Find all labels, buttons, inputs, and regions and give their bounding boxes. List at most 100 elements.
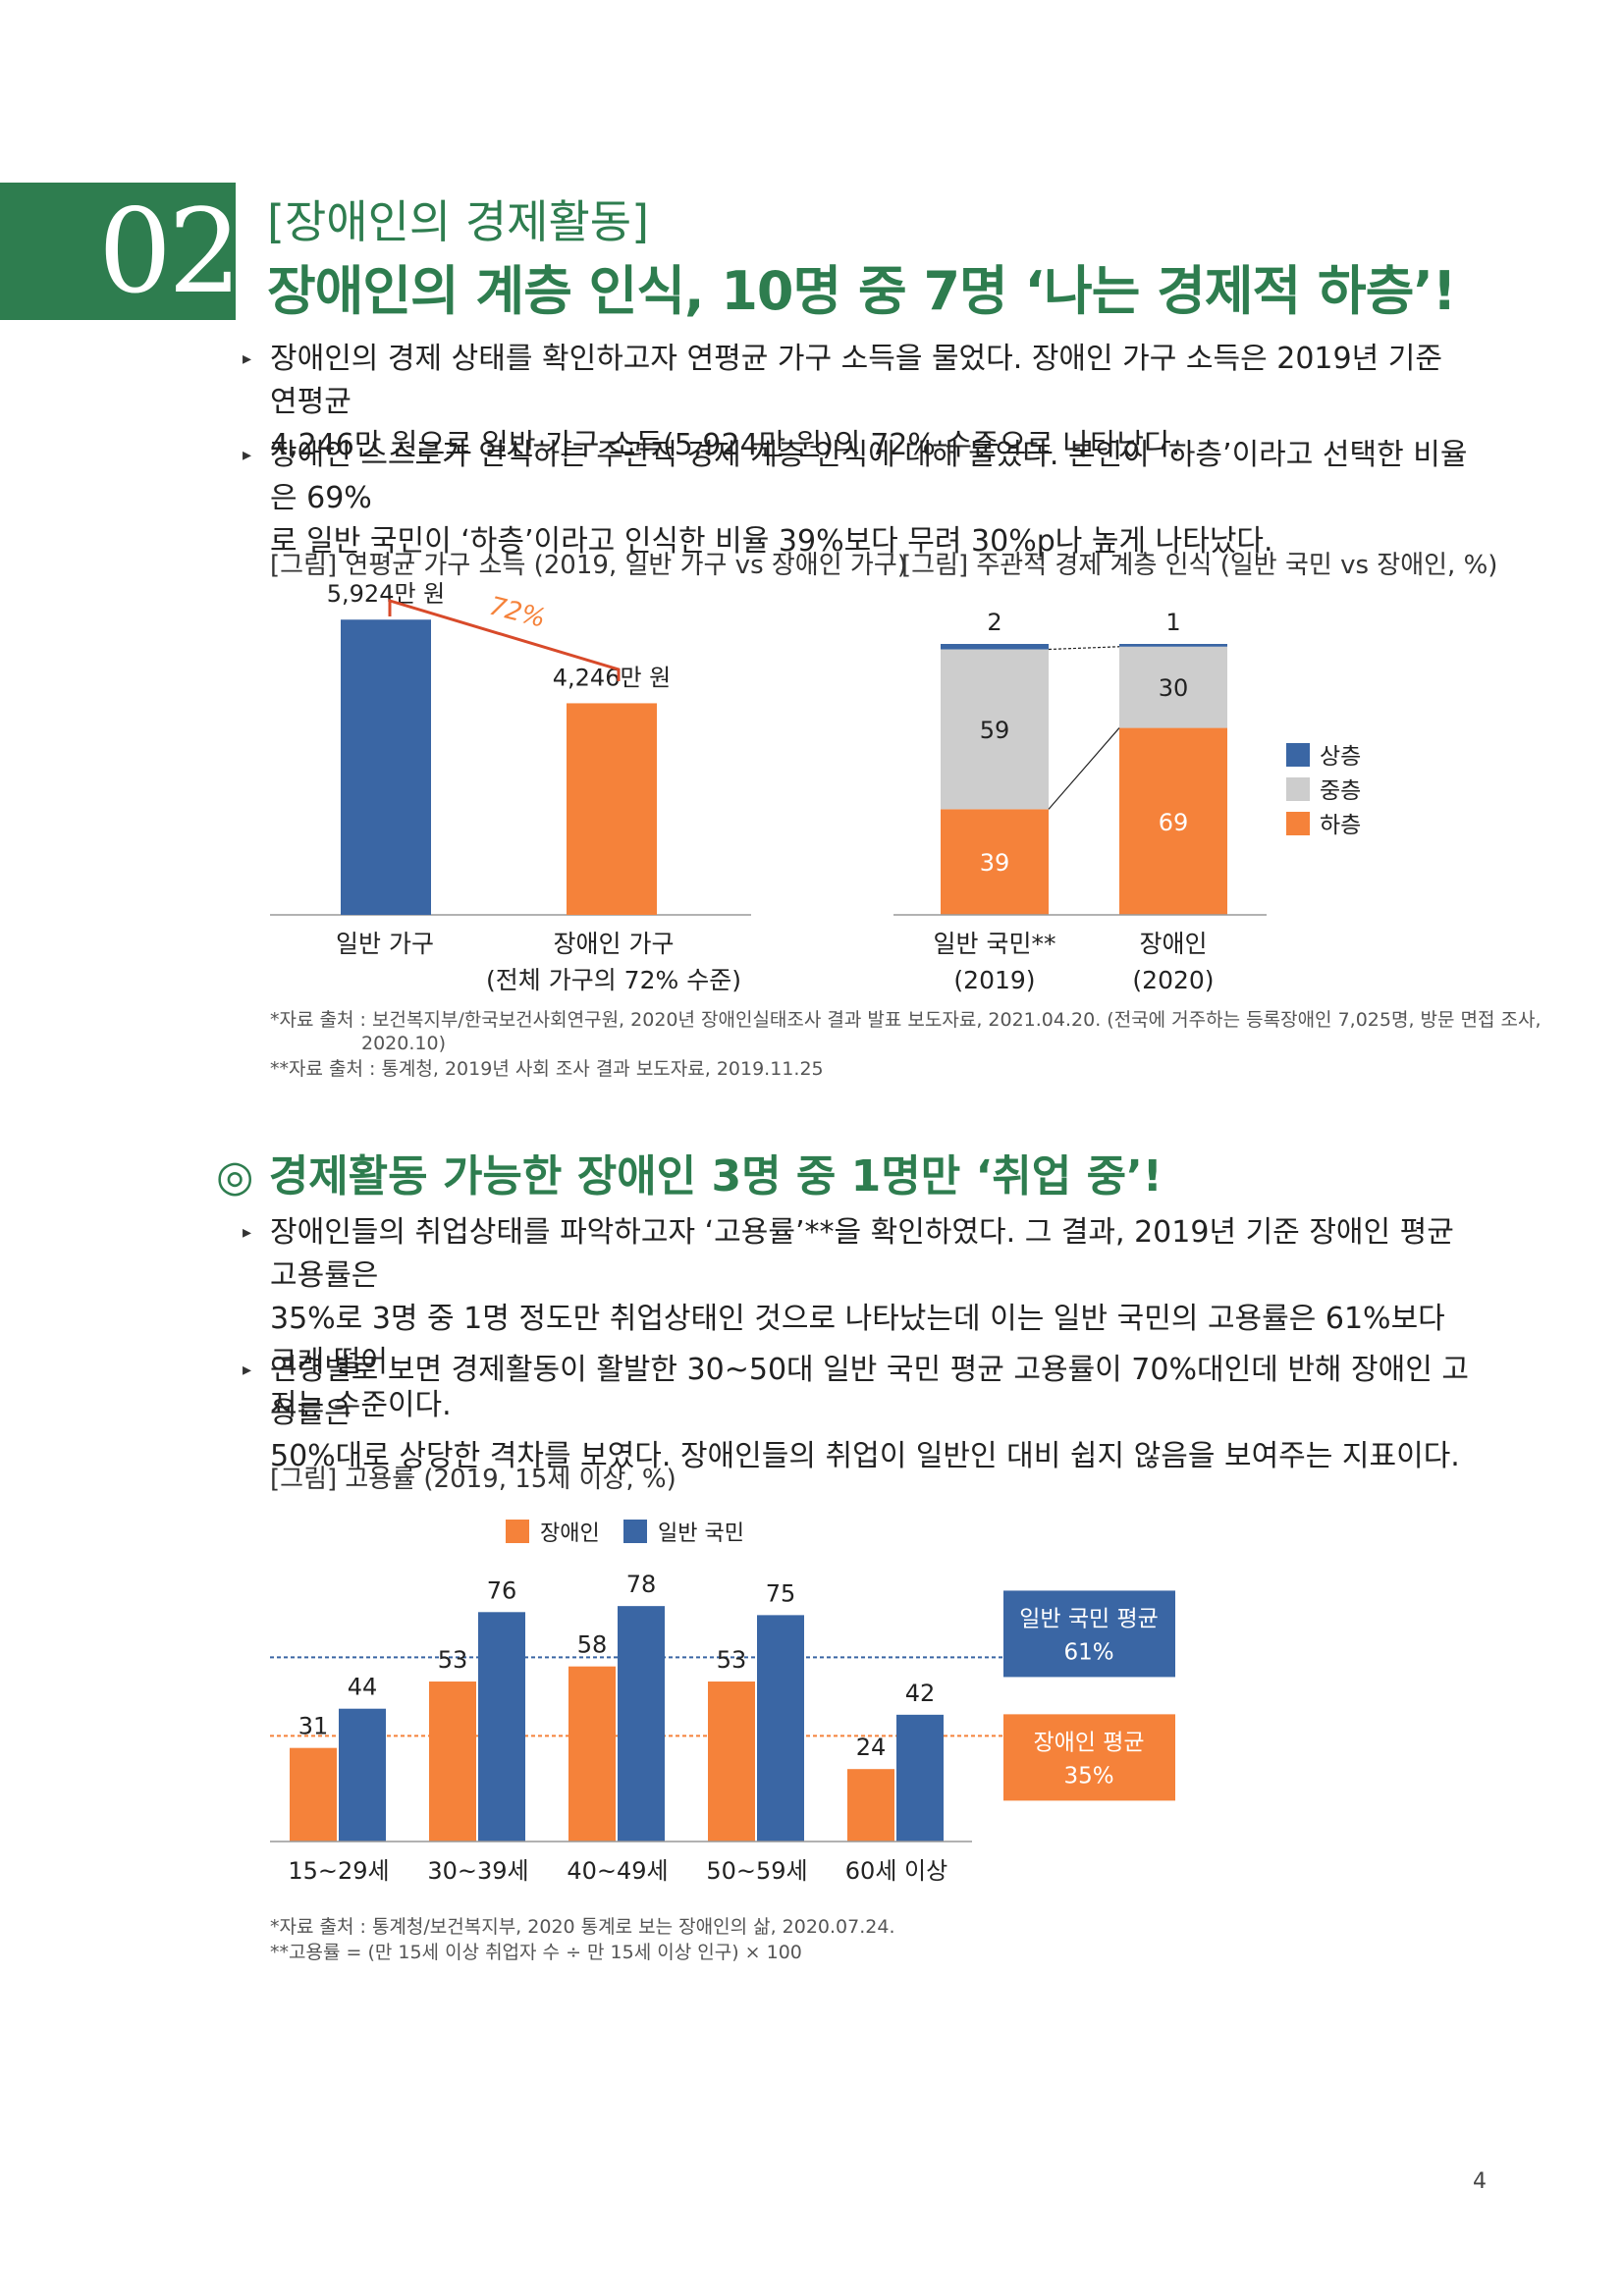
bullet-icon: ▸ (243, 1222, 252, 1243)
stack-segment (1119, 644, 1227, 647)
employment-bar (290, 1747, 337, 1842)
stack-segment (941, 809, 1049, 915)
legend-swatch-middle (1286, 777, 1310, 801)
legend-label-upper: 상층 (1320, 744, 1361, 770)
employment-value-label: 24 (856, 1734, 887, 1761)
figure-caption-class: [그림] 주관적 경제 계층 인식 (일반 국민 vs 장애인, %) (901, 551, 1498, 580)
paragraph-line: 장애인의 경제 상태를 확인하고자 연평균 가구 소득을 물었다. 장애인 가구… (270, 342, 1442, 419)
class-category-general: 일반 국민** (934, 930, 1056, 958)
stack-value-label: 69 (1159, 809, 1189, 836)
ratio-bracket (388, 598, 621, 681)
ratio-label: 72% (486, 592, 548, 634)
class-category-general-year: (2019) (953, 966, 1035, 994)
stack-value-label: 59 (980, 717, 1010, 744)
legend-label-general: 일반 국민 (658, 1522, 744, 1546)
paragraph-line: 장애인 스스로가 인식하는 주관적 경제 계층 인식에 대해 물었다. 본인이 … (270, 438, 1468, 515)
legend-label-disabled: 장애인 (540, 1522, 600, 1546)
stack-segment (1119, 646, 1227, 728)
bullet-icon: ▸ (243, 1360, 252, 1380)
reference-box-general (1003, 1590, 1175, 1678)
employment-category-label: 15~29세 (288, 1857, 389, 1885)
employment-value-label: 53 (438, 1646, 468, 1674)
legend-swatch-lower (1286, 812, 1310, 835)
reference-label-general: 일반 국민 평균 (1019, 1606, 1159, 1631)
legend-swatch-upper (1286, 743, 1310, 767)
source-note: 2020.10) (361, 1033, 446, 1054)
legend-label-lower: 하층 (1320, 813, 1361, 838)
income-bar-general (341, 619, 431, 915)
section-number: 02 (98, 184, 242, 319)
stack-value-label: 30 (1159, 674, 1189, 702)
employment-value-label: 75 (766, 1579, 796, 1607)
employment-value-label: 31 (298, 1713, 329, 1740)
employment-category-label: 40~49세 (567, 1857, 668, 1885)
paragraph-income: ▸ 장애인의 경제 상태를 확인하고자 연평균 가구 소득을 물었다. 장애인 … (243, 338, 1478, 467)
paragraph-line: 지는 수준이다. (270, 1388, 452, 1422)
employment-value-label: 58 (577, 1631, 608, 1659)
employment-bar (757, 1615, 804, 1842)
source-note: *자료 출처 : 통계청/보건복지부, 2020 통계로 보는 장애인의 삶, … (270, 1916, 895, 1938)
employment-chart: 장애인 일반 국민 31 44 15~29세 53 76 30~39세 58 78 40~49세… (270, 1520, 1175, 1885)
reference-label-disabled: 장애인 평균 (1033, 1730, 1144, 1755)
legend-label-middle: 중층 (1320, 778, 1361, 804)
income-chart: 5,924만 원 4,246만 원 72% 일반 가구 장애인 가구 (전체 가… (270, 580, 751, 994)
employment-category-label: 30~39세 (427, 1857, 528, 1885)
paragraph-line: 장애인들의 취업상태를 파악하고자 ‘고용률’**을 확인하였다. 그 결과, … (270, 1215, 1454, 1293)
paragraph-line: 연령별로 보면 경제활동이 활발한 30~50대 일반 국민 평균 고용률이 7… (270, 1353, 1469, 1430)
stack-segment (1119, 727, 1227, 915)
section-heading: ◎ 경제활동 가능한 장애인 3명 중 1명만 ‘취업 중’! (216, 1151, 1163, 1201)
employment-bar (847, 1769, 894, 1842)
employment-value-label: 42 (905, 1680, 936, 1707)
employment-bar (568, 1666, 616, 1842)
employment-value-label: 76 (487, 1576, 517, 1604)
paragraph-line: 50%대로 상당한 격차를 보였다. 장애인들의 취업이 일반인 대비 쉽지 않… (270, 1439, 1460, 1473)
employment-category-label: 50~59세 (706, 1857, 807, 1885)
legend-swatch-disabled (506, 1520, 529, 1543)
employment-bar (478, 1612, 525, 1842)
employment-bar (618, 1606, 665, 1842)
paragraph-line: 35%로 3명 중 1명 정도만 취업상태인 것으로 나타났는데 이는 일반 국… (270, 1302, 1445, 1379)
stack-connector-top (1048, 646, 1120, 651)
bullet-icon: ▸ (243, 348, 252, 369)
page-number: 4 (1473, 2169, 1487, 2194)
legend-swatch-general (623, 1520, 647, 1543)
income-category-disabled: 장애인 가구 (554, 930, 675, 958)
income-category-sublabel: (전체 가구의 72% 수준) (486, 966, 741, 994)
reference-box-disabled (1003, 1714, 1175, 1801)
stack-value-label: 39 (980, 849, 1010, 877)
stack-segment (941, 644, 1049, 650)
page-title: 장애인의 계층 인식, 10명 중 7명 ‘나는 경제적 하층’! (267, 260, 1457, 322)
paragraph-age-employment: ▸ 연령별로 보면 경제활동이 활발한 30~50대 일반 국민 평균 고용률이… (243, 1349, 1478, 1478)
paragraph-class-perception: ▸ 장애인 스스로가 인식하는 주관적 경제 계층 인식에 대해 물었다. 본인… (243, 434, 1478, 563)
reference-value-general: 61% (1063, 1639, 1113, 1665)
paragraph-line: 로 일반 국민이 ‘하층’이라고 인식한 비율 39%보다 무려 30%p나 높… (270, 524, 1273, 559)
reference-value-disabled: 35% (1063, 1763, 1113, 1789)
employment-bar (339, 1708, 386, 1842)
source-note: *자료 출처 : 보건복지부/한국보건사회연구원, 2020년 장애인실태조사 … (270, 1009, 1542, 1031)
employment-category-label: 60세 이상 (845, 1857, 947, 1885)
employment-value-label: 44 (348, 1674, 378, 1701)
source-note: **자료 출처 : 통계청, 2019년 사회 조사 결과 보도자료, 2019… (270, 1058, 824, 1080)
employment-bar (429, 1682, 476, 1842)
paragraph-line: 4,246만 원으로 일반 가구 소득(5,924만 원)의 72% 수준으로 … (270, 428, 1181, 462)
source-note: **고용률 = (만 15세 이상 취업자 수 ÷ 만 15세 이상 인구) ×… (270, 1942, 802, 1963)
class-category-disabled-year: (2020) (1132, 966, 1214, 994)
figure-caption-income: [그림] 연평균 가구 소득 (2019, 일반 가구 vs 장애인 가구) (270, 551, 907, 580)
section-number-block (0, 183, 236, 320)
stack-value-label: 1 (1165, 609, 1180, 636)
stack-connector-lower (1048, 727, 1120, 810)
stack-value-label: 2 (987, 609, 1001, 636)
stack-segment (941, 649, 1049, 810)
bullet-icon: ▸ (243, 445, 252, 465)
figure-caption-employment: [그림] 고용률 (2019, 15세 이상, %) (270, 1465, 676, 1494)
income-category-general: 일반 가구 (336, 930, 434, 958)
paragraph-employment: ▸ 장애인들의 취업상태를 파악하고자 ‘고용률’**을 확인하였다. 그 결과… (243, 1211, 1478, 1427)
employment-value-label: 53 (717, 1646, 747, 1674)
employment-bar (896, 1714, 944, 1842)
income-value-general: 5,924만 원 (327, 580, 446, 608)
employment-value-label: 78 (626, 1571, 657, 1598)
class-category-disabled: 장애인 (1139, 930, 1207, 958)
employment-bar (708, 1682, 755, 1842)
section-subtitle: [장애인의 경제활동] (267, 195, 650, 248)
